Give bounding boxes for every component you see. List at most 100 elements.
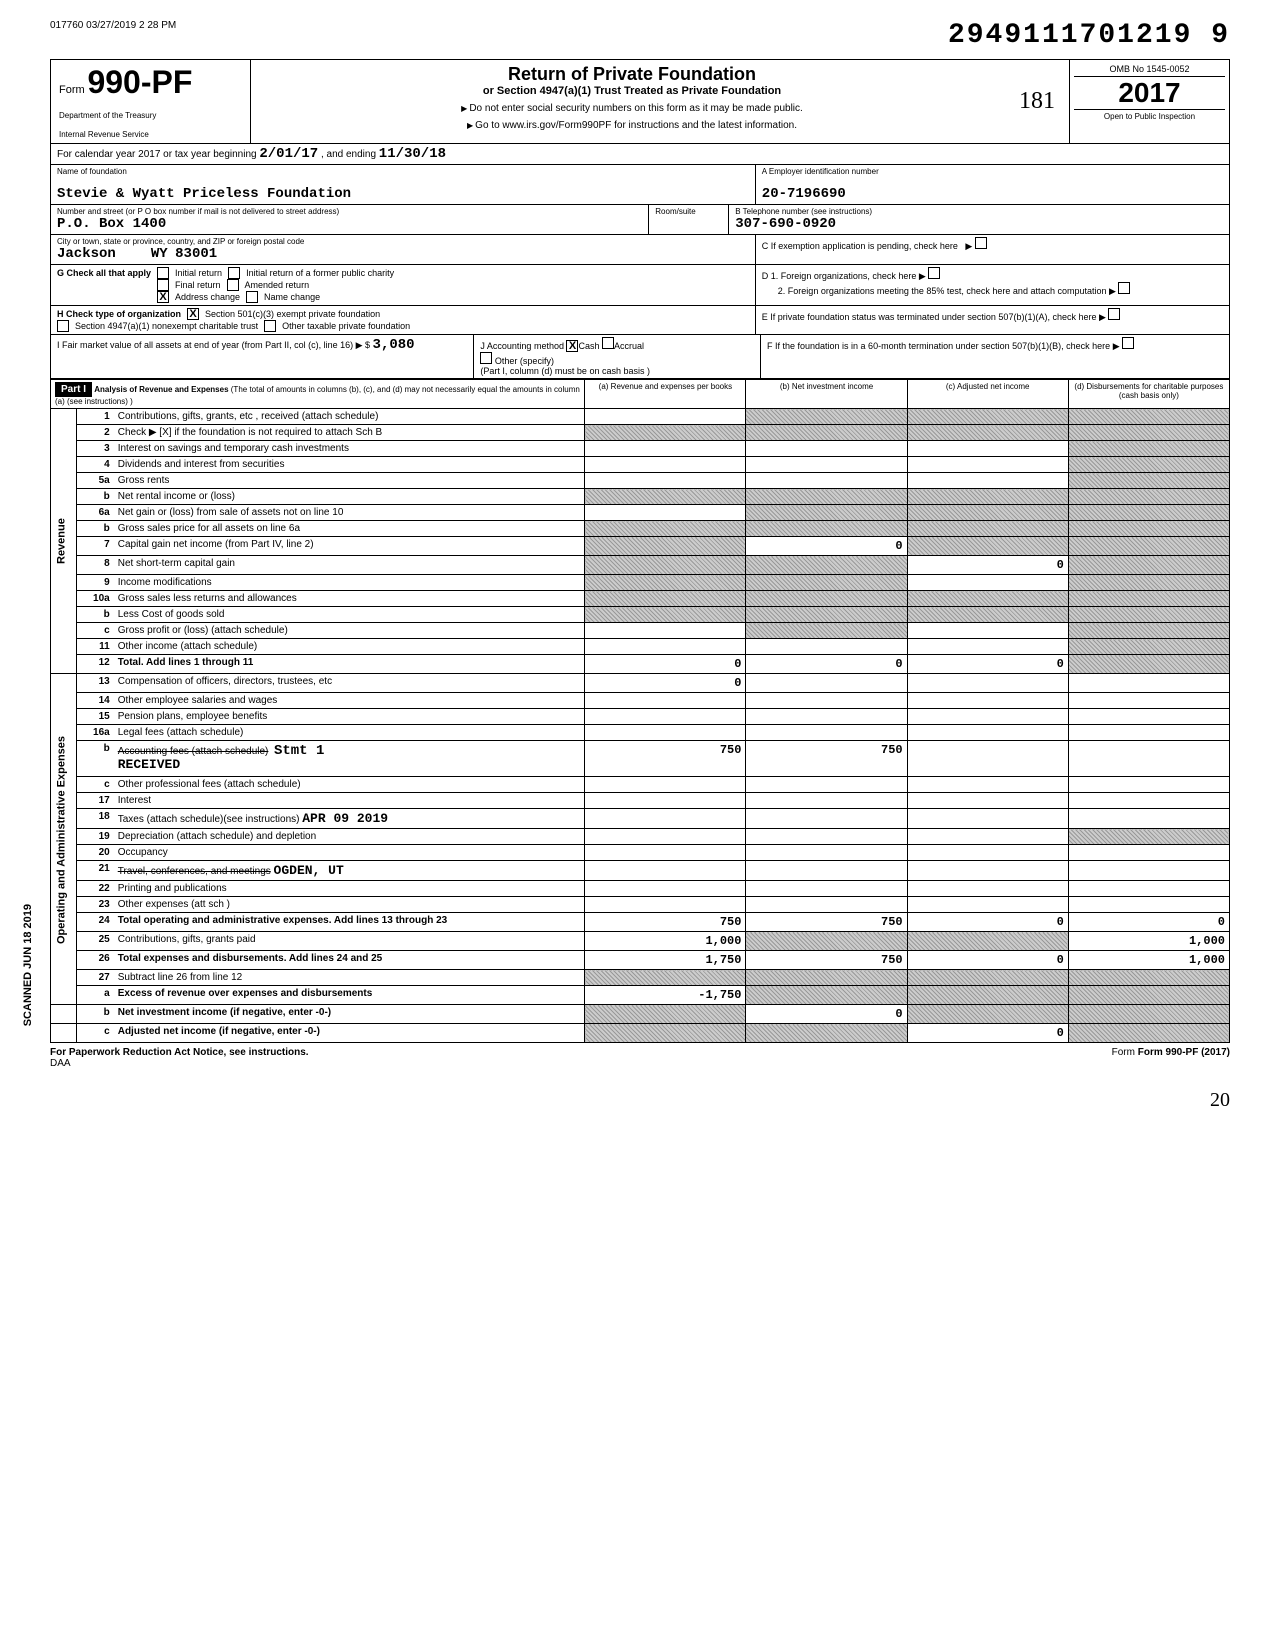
h-other-label: Other taxable private foundation <box>282 321 410 331</box>
final-return-checkbox[interactable] <box>157 279 169 291</box>
val-26d: 1,000 <box>1068 951 1229 970</box>
d1-checkbox[interactable] <box>928 267 940 279</box>
val-27c-c: 0 <box>907 1024 1068 1043</box>
line-7: Capital gain net income (from Part IV, l… <box>114 537 585 556</box>
val-27a-a: -1,750 <box>585 986 746 1005</box>
line-10c: Gross profit or (loss) (attach schedule) <box>114 623 585 639</box>
doc-number: 2949111701219 9 <box>948 20 1230 51</box>
initial-former-checkbox[interactable] <box>228 267 240 279</box>
ein-value: 20-7196690 <box>762 186 1223 202</box>
amended-label: Amended return <box>245 280 310 290</box>
foundation-address: P.O. Box 1400 <box>57 216 642 232</box>
name-change-checkbox[interactable] <box>246 291 258 303</box>
page-number: 20 <box>50 1089 1230 1112</box>
address-change-checkbox[interactable]: X <box>157 291 169 303</box>
city-value: Jackson <box>57 246 116 262</box>
ogden-stamp: OGDEN, UT <box>274 863 344 878</box>
footer-daa: DAA <box>50 1058 1230 1069</box>
initial-former-label: Initial return of a former public charit… <box>246 268 394 278</box>
line-2: Check ▶ [X] if the foundation is not req… <box>114 425 585 441</box>
f-checkbox[interactable] <box>1122 337 1134 349</box>
e-checkbox[interactable] <box>1108 308 1120 320</box>
amended-checkbox[interactable] <box>227 279 239 291</box>
line-16c: Other professional fees (attach schedule… <box>114 777 585 793</box>
val-26b: 750 <box>746 951 907 970</box>
final-return-label: Final return <box>175 280 221 290</box>
footer-form: Form 990-PF (2017) <box>1138 1047 1230 1058</box>
revenue-label: Revenue <box>51 409 77 674</box>
line-27b: Net investment income (if negative, ente… <box>114 1005 585 1024</box>
val-16b-b: 750 <box>746 741 907 777</box>
val-24b: 750 <box>746 913 907 932</box>
line-27c: Adjusted net income (if negative, enter … <box>114 1024 585 1043</box>
addr-label: Number and street (or P O box number if … <box>57 207 642 216</box>
form-header: Form 990-PF Department of the Treasury I… <box>50 59 1230 144</box>
cal-year-start: 2/01/17 <box>259 146 318 162</box>
val-24c: 0 <box>907 913 1068 932</box>
val-26a: 1,750 <box>585 951 746 970</box>
cal-year-mid: , and ending <box>321 149 376 160</box>
line-26: Total expenses and disbursements. Add li… <box>114 951 585 970</box>
line-16b: Accounting fees (attach schedule) Stmt 1… <box>114 741 585 777</box>
line-9: Income modifications <box>114 575 585 591</box>
val-12b: 0 <box>746 655 907 674</box>
operating-label: Operating and Administrative Expenses <box>51 674 77 1005</box>
j-accrual-checkbox[interactable] <box>602 337 614 349</box>
initial-return-checkbox[interactable] <box>157 267 169 279</box>
initial-return-label: Initial return <box>175 268 222 278</box>
foundation-name: Stevie & Wyatt Priceless Foundation <box>57 186 749 202</box>
col-c-header: (c) Adjusted net income <box>907 380 1068 409</box>
j-other-checkbox[interactable] <box>480 352 492 364</box>
line-27: Subtract line 26 from line 12 <box>114 970 585 986</box>
line-6a: Net gain or (loss) from sale of assets n… <box>114 505 585 521</box>
address-change-label: Address change <box>175 292 240 302</box>
c-label: C If exemption application is pending, c… <box>762 241 958 251</box>
j-note: (Part I, column (d) must be on cash basi… <box>480 366 754 376</box>
j-other-label: Other (specify) <box>495 356 554 366</box>
line-23: Other expenses (att sch ) <box>114 897 585 913</box>
cal-year-prefix: For calendar year 2017 or tax year begin… <box>57 149 257 160</box>
j-cash-label: Cash <box>578 341 599 351</box>
val-24a: 750 <box>585 913 746 932</box>
line-5a: Gross rents <box>114 473 585 489</box>
val-12c: 0 <box>907 655 1068 674</box>
line-16a: Legal fees (attach schedule) <box>114 725 585 741</box>
line-8: Net short-term capital gain <box>114 556 585 575</box>
val-24d: 0 <box>1068 913 1229 932</box>
j-accrual-label: Accrual <box>614 341 644 351</box>
tax-year: 2017 <box>1074 77 1225 109</box>
name-change-label: Name change <box>264 292 320 302</box>
form-title: Return of Private Foundation <box>259 64 1005 85</box>
dept-treasury: Department of the Treasury <box>59 111 242 120</box>
form-number: 990-PF <box>87 64 192 100</box>
g-label: G Check all that apply <box>57 268 151 278</box>
val-7b: 0 <box>746 537 907 556</box>
i-value: 3,080 <box>373 337 415 353</box>
line-22: Printing and publications <box>114 881 585 897</box>
h-other-checkbox[interactable] <box>264 320 276 332</box>
line-10b: Less Cost of goods sold <box>114 607 585 623</box>
j-cash-checkbox[interactable]: X <box>566 340 578 352</box>
line-21-text: Travel, conferences, and meetings <box>118 866 271 877</box>
cal-year-end: 11/30/18 <box>379 146 446 162</box>
zip-value: 83001 <box>175 246 217 262</box>
line-18-text: Taxes (attach schedule)(see instructions… <box>118 814 300 825</box>
line-15: Pension plans, employee benefits <box>114 709 585 725</box>
val-27b-b: 0 <box>746 1005 907 1024</box>
line-13: Compensation of officers, directors, tru… <box>114 674 585 693</box>
e-label: E If private foundation status was termi… <box>762 312 1097 322</box>
name-label: Name of foundation <box>57 167 749 176</box>
col-a-header: (a) Revenue and expenses per books <box>585 380 746 409</box>
line-4: Dividends and interest from securities <box>114 457 585 473</box>
line-14: Other employee salaries and wages <box>114 693 585 709</box>
line-24: Total operating and administrative expen… <box>114 913 585 932</box>
dept-irs: Internal Revenue Service <box>59 130 242 139</box>
h-501c3-checkbox[interactable]: X <box>187 308 199 320</box>
h-4947-checkbox[interactable] <box>57 320 69 332</box>
handwritten-number: 181 <box>1019 88 1055 115</box>
d2-checkbox[interactable] <box>1118 282 1130 294</box>
val-12a: 0 <box>585 655 746 674</box>
c-checkbox[interactable] <box>975 237 987 249</box>
received-date-stamp: APR 09 2019 <box>302 811 388 826</box>
form-prefix: Form <box>59 84 85 96</box>
